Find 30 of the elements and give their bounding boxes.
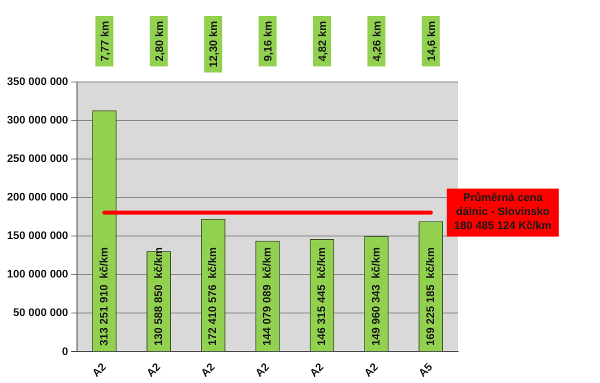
x-tick-label: A2: [362, 361, 381, 380]
y-tick-label: 200 000 000: [7, 192, 68, 204]
data-label: 130 588 850 kč/km: [152, 247, 165, 346]
x-tick-label: A2: [144, 361, 164, 380]
y-tick-label: 50 000 000: [13, 307, 68, 320]
text: 14,6 km: [426, 20, 438, 62]
x-tick-label: A2: [308, 361, 326, 380]
text: 12,30 km: [208, 20, 220, 68]
text: 4,82 km: [317, 20, 330, 62]
x-tick-label: A2: [90, 361, 109, 380]
y-tick-label: 300 000 000: [7, 114, 68, 127]
x-tick-label: A5: [416, 361, 436, 380]
data-label: 169 225 185 kč/km: [424, 247, 437, 346]
data-label: 144 079 089 kč/km: [262, 247, 274, 346]
y-tick-label: 150 000 000: [7, 230, 68, 242]
text: 9,16 km: [262, 20, 275, 62]
y-tick-label: 250 000 000: [7, 153, 68, 166]
y-tick-label: 350 000 000: [7, 76, 68, 88]
x-tick-label: A2: [199, 361, 218, 380]
data-label: 172 410 576 kč/km: [207, 247, 220, 346]
ref-line-label: Průměrná cena dálnic - Slovinsko 180 485 124 Kč/km: [454, 192, 552, 232]
y-tick-label: 0: [62, 346, 68, 358]
data-label: 313 251 910 kč/km: [98, 247, 110, 346]
text: 2,80 km: [154, 20, 166, 62]
data-label: 146 315 445 kč/km: [316, 247, 328, 346]
y-tick-label: 100 000 000: [7, 268, 68, 281]
x-tick-label: A2: [253, 361, 272, 380]
data-label: 149 960 343 kč/km: [370, 247, 382, 346]
text: 4,26 km: [371, 20, 384, 62]
text: 7,77 km: [99, 20, 112, 62]
